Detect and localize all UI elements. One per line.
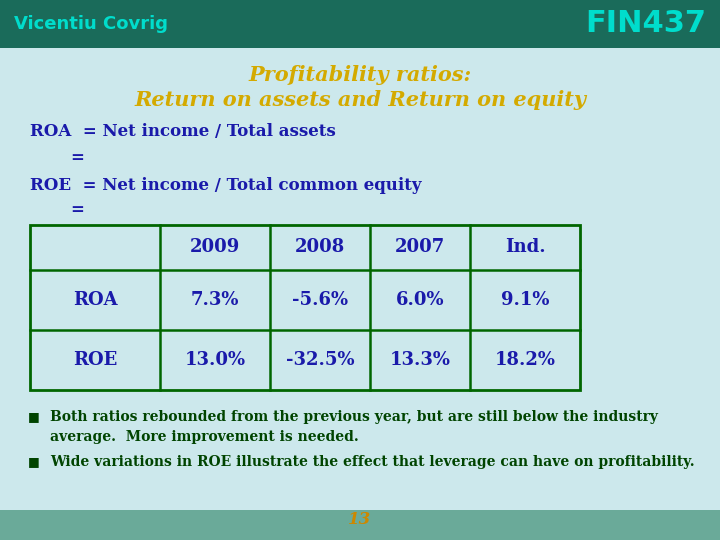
Text: Ind.: Ind.: [505, 239, 545, 256]
Text: Vicentiu Covrig: Vicentiu Covrig: [14, 15, 168, 33]
Text: ROE  = Net income / Total common equity: ROE = Net income / Total common equity: [30, 177, 421, 193]
Text: 13.3%: 13.3%: [390, 351, 451, 369]
Text: ROA: ROA: [73, 291, 117, 309]
Text: 2009: 2009: [190, 239, 240, 256]
Bar: [0, 0, 720, 48]
Text: Return on assets and Return on equity: Return on assets and Return on equity: [134, 90, 586, 110]
Text: 9.1%: 9.1%: [500, 291, 549, 309]
Text: -5.6%: -5.6%: [292, 291, 348, 309]
Text: 6.0%: 6.0%: [396, 291, 444, 309]
Text: -32.5%: -32.5%: [286, 351, 354, 369]
Text: 2007: 2007: [395, 239, 445, 256]
Text: ROE: ROE: [73, 351, 117, 369]
Text: 2008: 2008: [295, 239, 345, 256]
Text: Both ratios rebounded from the previous year, but are still below the industry: Both ratios rebounded from the previous …: [50, 410, 658, 424]
Text: 7.3%: 7.3%: [191, 291, 239, 309]
Text: Profitability ratios:: Profitability ratios:: [248, 65, 472, 85]
Text: ■: ■: [28, 455, 40, 468]
Bar: [30, 225, 580, 390]
Text: average.  More improvement is needed.: average. More improvement is needed.: [50, 430, 359, 444]
Text: ROA  = Net income / Total assets: ROA = Net income / Total assets: [30, 124, 336, 140]
Text: =: =: [70, 148, 84, 165]
Text: ■: ■: [28, 410, 40, 423]
Text: FIN437: FIN437: [585, 10, 706, 38]
Bar: [0, 510, 720, 540]
Text: 18.2%: 18.2%: [495, 351, 556, 369]
Text: 13.0%: 13.0%: [184, 351, 246, 369]
Text: Wide variations in ROE illustrate the effect that leverage can have on profitabi: Wide variations in ROE illustrate the ef…: [50, 455, 695, 469]
Text: 13: 13: [348, 511, 372, 529]
Text: =: =: [70, 201, 84, 219]
